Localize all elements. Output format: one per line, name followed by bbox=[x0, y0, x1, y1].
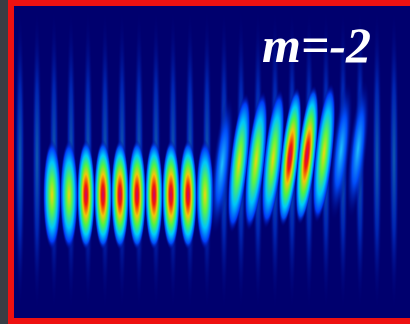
fringe bbox=[77, 140, 95, 250]
fringe bbox=[145, 140, 163, 250]
fringe bbox=[43, 140, 61, 250]
fringe bbox=[128, 140, 146, 250]
fringe bbox=[372, 10, 382, 310]
fringe bbox=[32, 10, 42, 310]
fringe bbox=[389, 10, 399, 310]
fringe bbox=[179, 140, 197, 250]
image: m=-2 bbox=[0, 0, 410, 324]
fringe bbox=[111, 140, 129, 250]
fringe bbox=[94, 140, 112, 250]
page: m=-2 (() => { const data = JSON.parse(do… bbox=[0, 0, 410, 324]
fringe bbox=[60, 140, 78, 250]
fringe bbox=[162, 140, 180, 250]
fringe bbox=[15, 10, 25, 310]
mode-label: m=-2 bbox=[262, 17, 371, 73]
